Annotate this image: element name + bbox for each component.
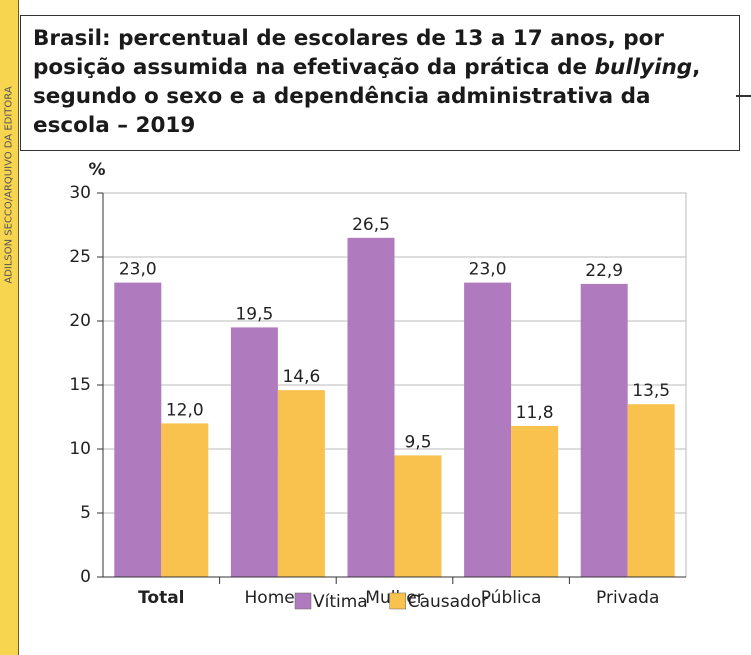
value-label: 14,6	[282, 367, 320, 387]
y-axis-label: %	[88, 160, 105, 180]
bar	[114, 282, 162, 577]
value-label: 9,5	[404, 432, 431, 452]
chart-title: Brasil: percentual de escolares de 13 a …	[33, 24, 733, 140]
y-tick-label: 0	[80, 567, 91, 587]
title-box: Brasil: percentual de escolares de 13 a …	[20, 15, 740, 151]
legend-swatch	[294, 592, 312, 610]
y-tick-label: 5	[80, 503, 91, 523]
value-label: 12,0	[166, 400, 204, 420]
y-tick-label: 15	[69, 375, 91, 395]
value-label: 11,8	[516, 403, 554, 423]
title-part: , segundo o sexo e a dependência adminis…	[33, 55, 701, 138]
x-tick-label: Total	[138, 588, 184, 608]
value-label: 22,9	[585, 261, 623, 281]
bar	[627, 404, 675, 577]
bar	[277, 390, 325, 577]
value-label: 23,0	[119, 260, 157, 280]
bar	[464, 282, 512, 577]
y-tick-label: 20	[69, 311, 91, 331]
bar	[347, 237, 395, 578]
title-part: bullying	[594, 55, 693, 80]
rule	[736, 95, 751, 97]
bar	[161, 423, 209, 577]
title-part: Brasil: percentual de escolares de 13 a …	[33, 26, 665, 80]
value-label: 19,5	[235, 304, 273, 324]
legend-swatch	[389, 592, 406, 610]
value-label: 23,0	[469, 260, 507, 280]
value-label: 13,5	[632, 381, 670, 401]
x-tick-label: Pública	[481, 588, 542, 608]
value-label: 26,5	[352, 215, 390, 235]
side-strip	[0, 0, 19, 655]
legend-label: Causador	[408, 592, 489, 612]
bar	[580, 283, 628, 577]
legend-label: Vítima	[313, 592, 368, 612]
bar	[230, 327, 278, 577]
bar	[511, 425, 559, 577]
bar	[394, 455, 442, 577]
y-tick-label: 25	[69, 247, 91, 267]
x-tick-label: Homem	[245, 588, 312, 608]
y-tick-label: 10	[69, 439, 91, 459]
y-tick-label: 30	[69, 183, 91, 203]
x-tick-label: Privada	[596, 588, 659, 608]
